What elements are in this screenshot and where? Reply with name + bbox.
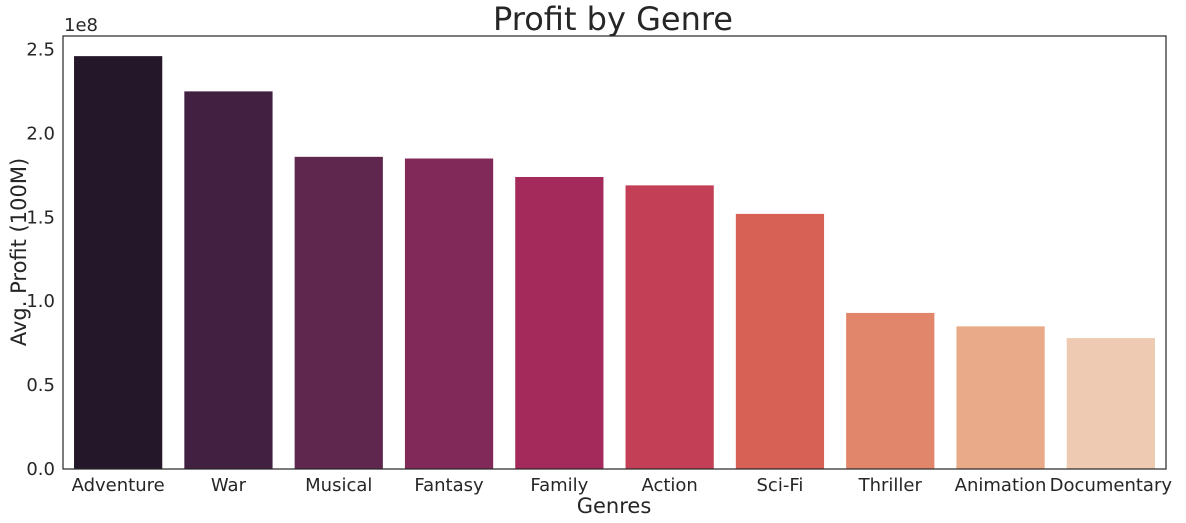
x-tick-label: Fantasy [414, 475, 484, 496]
bar-adventure [74, 56, 163, 470]
plot-frame [62, 35, 1167, 470]
x-tick-label: Animation [955, 475, 1047, 496]
y-offset-label: 1e8 [64, 15, 98, 36]
x-tick-label: War [211, 475, 247, 496]
y-tick-label: 0.0 [26, 459, 55, 480]
y-axis-label: Avg. Profit (100M) [7, 158, 31, 346]
y-tick-label: 2.5 [26, 39, 55, 60]
y-tick-label: 1.0 [26, 291, 55, 312]
bar-thriller [846, 312, 935, 469]
bar-documentary [1066, 338, 1155, 469]
bar-war [184, 91, 273, 469]
bar-sci-fi [735, 213, 825, 469]
y-tick-label: 1.5 [26, 207, 55, 228]
x-tick-label: Musical [305, 475, 372, 496]
x-tick-label: Sci-Fi [757, 475, 804, 496]
chart-title: Profit by Genre [493, 0, 733, 38]
bar-animation [956, 326, 1045, 469]
x-tick-label: Documentary [1050, 475, 1173, 496]
x-tick-label: Adventure [72, 475, 165, 496]
bars-group [74, 56, 1155, 470]
bar-family [515, 176, 604, 469]
y-axis-ticks: 0.0 0.5 1.0 1.5 2.0 2.5 [26, 39, 55, 480]
bar-action [625, 185, 714, 469]
y-tick-label: 2.0 [26, 123, 55, 144]
bar-musical [294, 156, 383, 469]
x-axis-ticks: Adventure War Musical Fantasy Family Action Sc… [72, 475, 1173, 496]
bar-fantasy [404, 158, 494, 469]
x-axis-label: Genres [577, 494, 652, 518]
x-tick-label: Thriller [858, 475, 923, 496]
x-tick-label: Family [530, 475, 588, 496]
x-tick-label: Action [641, 475, 697, 496]
y-tick-label: 0.5 [26, 375, 55, 396]
